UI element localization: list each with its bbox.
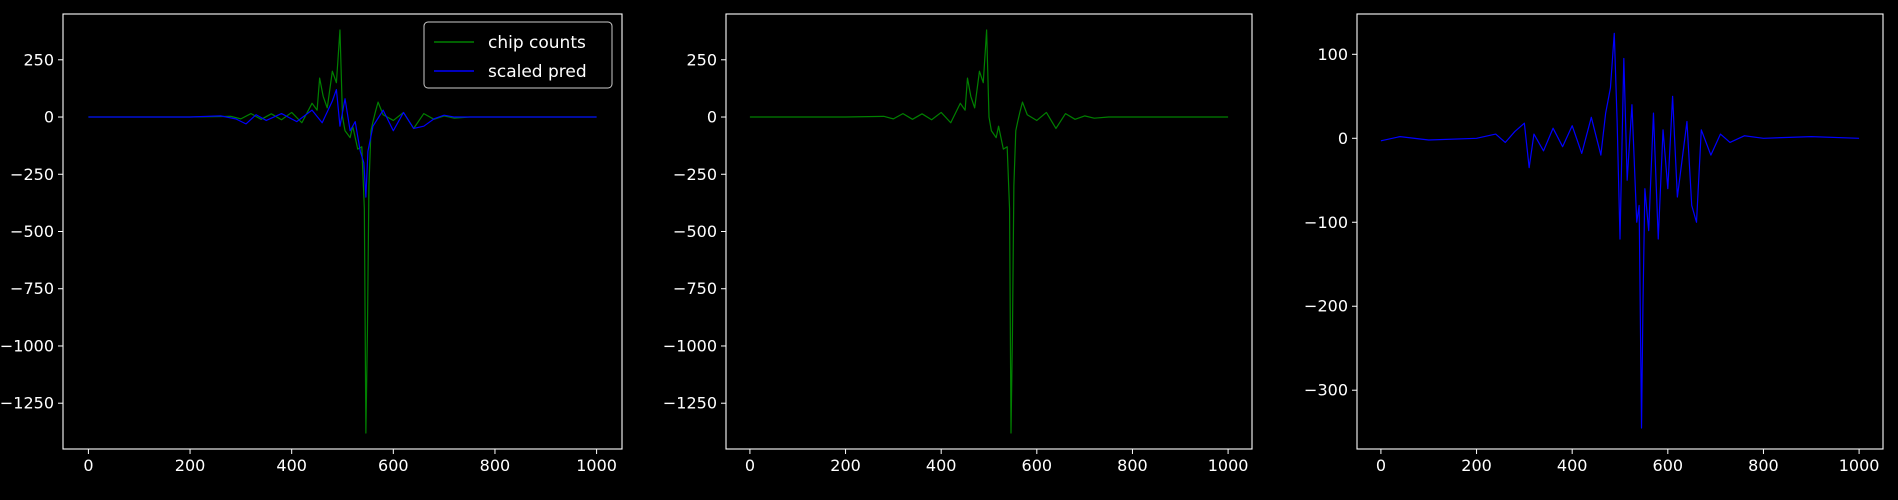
- legend: chip counts scaled pred: [423, 21, 613, 89]
- legend-label: scaled pred: [488, 62, 587, 82]
- y-tick-label: 0: [44, 108, 54, 127]
- x-tick-label: 400: [926, 456, 957, 475]
- x-tick-label: 600: [1022, 456, 1053, 475]
- series-line-1: [1380, 32, 1860, 429]
- x-tick-label: 1000: [1208, 456, 1249, 475]
- y-tick-label: −300: [1304, 381, 1348, 400]
- x-tick-label: 800: [480, 456, 511, 475]
- x-tick-label: 600: [1653, 456, 1684, 475]
- x-tick-label: 0: [1376, 456, 1386, 475]
- y-tick-label: −250: [673, 165, 717, 184]
- y-tick-label: −750: [10, 279, 54, 298]
- chart-panel-2: 0 200 400 600 800 1000 250 0 −250 −500 −750 −1000 −1…: [663, 13, 1253, 475]
- chart-panel-1: 0 200 400 600 800 1000 250 0 −250 −500 −750 −1000 −1…: [0, 13, 623, 475]
- y-tick-label: 0: [1338, 129, 1348, 148]
- y-tick-label: −500: [10, 222, 54, 241]
- x-tick-label: 200: [1461, 456, 1492, 475]
- x-tick-label: 1000: [1839, 456, 1880, 475]
- y-tick-label: −100: [1304, 213, 1348, 232]
- y-tick-label: −1250: [663, 394, 717, 413]
- y-tick-label: 0: [707, 108, 717, 127]
- x-tick-label: 400: [1557, 456, 1588, 475]
- y-tick-label: 250: [23, 50, 54, 69]
- x-tick-label: 200: [175, 456, 206, 475]
- y-tick-label: −750: [673, 279, 717, 298]
- y-tick-label: −1000: [663, 336, 717, 355]
- axes-frame: [725, 13, 1253, 450]
- series-line-1: [88, 29, 597, 434]
- x-tick-label: 0: [745, 456, 755, 475]
- legend-label: chip counts: [488, 33, 586, 53]
- y-tick-label: −250: [10, 165, 54, 184]
- y-tick-label: −1250: [0, 394, 54, 413]
- x-tick-label: 800: [1748, 456, 1779, 475]
- x-tick-label: 0: [83, 456, 93, 475]
- x-tick-label: 200: [830, 456, 861, 475]
- y-tick-label: −500: [673, 222, 717, 241]
- x-tick-label: 400: [276, 456, 307, 475]
- x-tick-label: 800: [1117, 456, 1148, 475]
- series-line-1: [749, 29, 1229, 434]
- y-tick-label: −1000: [0, 336, 54, 355]
- x-tick-label: 1000: [576, 456, 617, 475]
- x-tick-label: 600: [378, 456, 409, 475]
- y-tick-label: −200: [1304, 297, 1348, 316]
- y-tick-label: 100: [1317, 45, 1348, 64]
- axes-frame: [1356, 13, 1884, 450]
- series-line-2: [88, 88, 597, 198]
- y-tick-label: 250: [686, 50, 717, 69]
